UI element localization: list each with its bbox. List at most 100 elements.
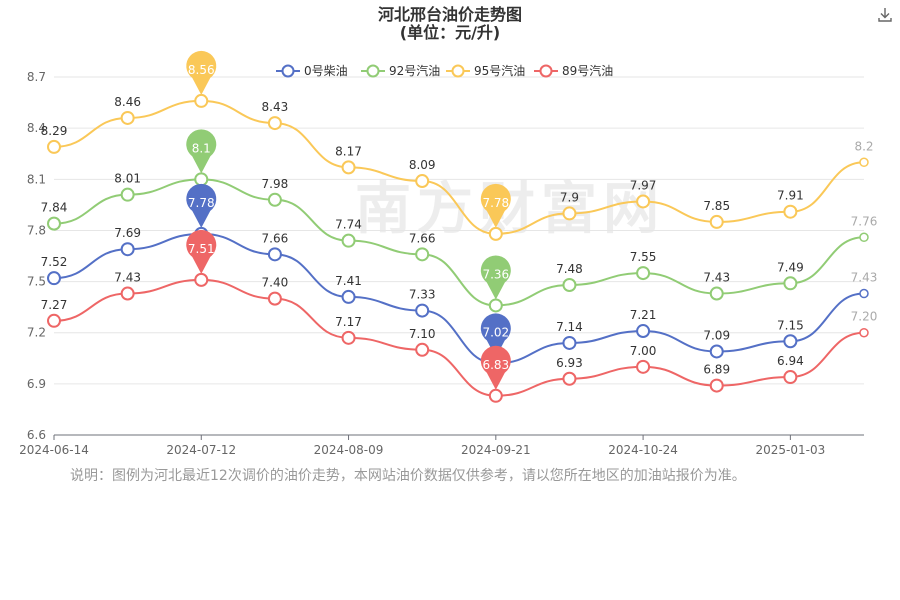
series-line-1: [53, 178, 865, 307]
legend-marker: [451, 64, 465, 78]
data-point: [47, 139, 61, 154]
pin-body: [480, 345, 511, 390]
data-point: [859, 288, 869, 299]
data-labels: 7.52 7.69 7.66 7.41 7.33 7.14 7.21 7.09 7.15 7.43…: [41, 95, 878, 377]
legend-item[interactable]: 89号汽油: [534, 63, 613, 78]
data-label: 7.9: [560, 190, 579, 204]
data-point: [194, 272, 209, 287]
legend-marker: [281, 64, 295, 78]
data-point: [120, 242, 135, 257]
data-label: 7.00: [630, 344, 657, 358]
data-point: [47, 216, 61, 231]
pin-label: 7.78: [482, 196, 509, 210]
data-label: 8.46: [114, 95, 141, 109]
watermark: 南方财富网: [355, 177, 665, 242]
data-point: [488, 298, 503, 313]
data-point: [341, 289, 356, 304]
pin-label: 6.83: [482, 358, 509, 372]
disclaimer-note: 说明：图例为河北最近12次调价的油价走势，本网站油价数据仅供参考，请以您所在地区…: [70, 468, 746, 484]
data-point: [415, 303, 430, 318]
data-point: [859, 327, 869, 338]
x-tick-label: 2024-10-24: [608, 443, 678, 457]
grid-lines: [54, 76, 864, 436]
data-label: 7.66: [409, 231, 436, 245]
data-label: 7.43: [851, 271, 878, 285]
data-point: [783, 204, 798, 219]
data-label: 7.33: [409, 288, 436, 302]
series-line-0: [53, 232, 865, 365]
pin-body: [480, 255, 511, 300]
data-point: [194, 172, 209, 187]
data-label: 8.01: [114, 172, 141, 186]
data-label: 7.74: [335, 218, 362, 232]
data-label: 7.91: [777, 189, 804, 203]
series-lines: [47, 93, 869, 403]
data-label: 7.69: [114, 226, 141, 240]
data-point: [709, 344, 724, 359]
data-label: 7.41: [335, 274, 362, 288]
legend-item[interactable]: 92号汽油: [361, 63, 440, 78]
data-point: [709, 214, 724, 229]
x-tick-label: 2025-01-03: [755, 443, 825, 457]
data-point: [636, 324, 651, 339]
data-point: [783, 276, 798, 291]
pin-body: [186, 50, 217, 95]
chart-title: 河北邢台油价走势图: [378, 5, 522, 24]
x-tick-label: 2024-07-12: [166, 443, 236, 457]
data-label: 8.43: [262, 100, 289, 114]
data-label: 7.27: [41, 298, 68, 312]
x-tick-label: 2024-06-14: [19, 443, 89, 457]
data-point: [194, 93, 209, 108]
chart-subtitle: (单位：元/升): [400, 23, 500, 42]
min-marker: 6.83: [480, 345, 511, 390]
data-point: [636, 194, 651, 209]
data-label: 7.20: [851, 310, 878, 324]
data-point: [488, 226, 503, 241]
data-point: [267, 291, 282, 306]
data-label: 7.43: [703, 271, 730, 285]
pin-label: 8.56: [188, 63, 215, 77]
legend-marker: [366, 64, 380, 78]
data-point: [267, 247, 282, 262]
y-tick-label: 7.8: [27, 223, 46, 237]
data-label: 7.49: [777, 260, 804, 274]
data-point: [562, 206, 577, 221]
data-label: 7.43: [114, 271, 141, 285]
legend-item[interactable]: 95号汽油: [446, 63, 525, 78]
y-tick-label: 7.2: [27, 326, 46, 340]
data-point: [47, 313, 61, 328]
min-marker: 7.02: [480, 313, 511, 358]
max-marker: 7.78: [186, 183, 217, 228]
data-label: 6.93: [556, 356, 583, 370]
data-label: 7.98: [262, 177, 289, 191]
series-line-2: [53, 99, 865, 235]
data-point: [636, 266, 651, 281]
data-label: 7.21: [630, 308, 657, 322]
data-point: [267, 116, 282, 131]
download-icon[interactable]: [876, 6, 894, 24]
data-label: 7.40: [262, 276, 289, 290]
data-label: 7.55: [630, 250, 657, 264]
axes: 6.6 6.9 7.2 7.5 7.8 8.1 8.4 8.7 2024-06-14 2024-0…: [19, 70, 864, 457]
data-point: [415, 174, 430, 189]
legend-label: 0号柴油: [304, 64, 348, 78]
data-label: 6.94: [777, 354, 804, 368]
pin-label: 7.02: [482, 325, 509, 339]
data-label: 7.66: [262, 231, 289, 245]
data-label: 7.17: [335, 315, 362, 329]
series-line-3: [53, 278, 865, 397]
pin-body: [186, 183, 217, 228]
data-point: [859, 157, 869, 168]
data-point: [120, 187, 135, 202]
data-point: [562, 278, 577, 292]
data-point: [341, 330, 356, 345]
pin-body: [480, 183, 511, 228]
legend-label: 95号汽油: [474, 63, 525, 78]
data-point: [636, 359, 651, 374]
legend[interactable]: 0号柴油 92号汽油 95号汽油 89号汽油: [276, 63, 613, 78]
data-point: [562, 335, 577, 350]
y-tick-label: 8.4: [27, 121, 46, 135]
legend-item[interactable]: 0号柴油: [276, 64, 348, 78]
data-point: [267, 192, 282, 207]
